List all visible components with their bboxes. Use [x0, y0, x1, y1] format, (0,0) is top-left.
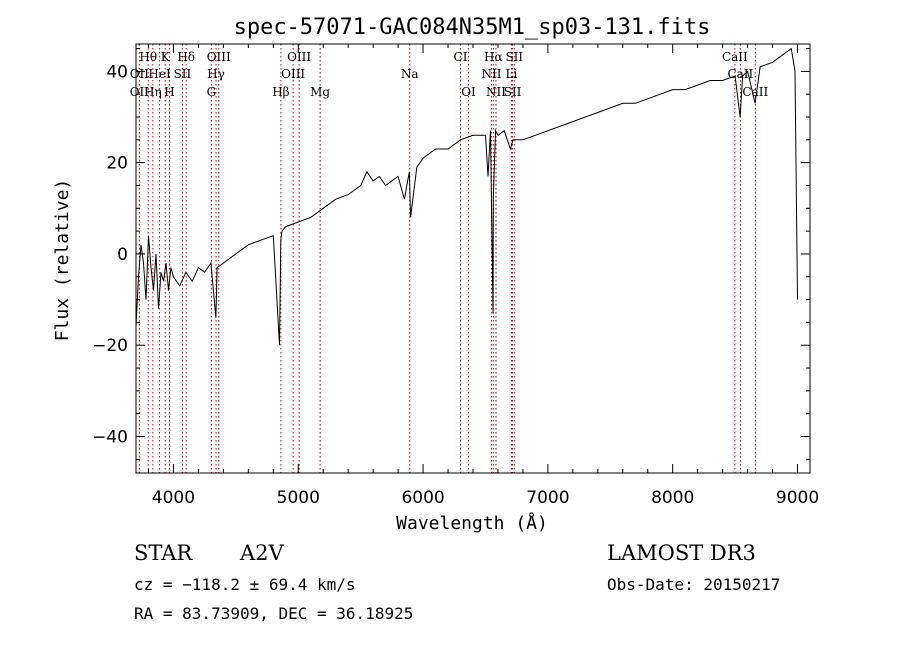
spectral-line-label: Mg: [310, 85, 330, 99]
x-tick-label: 5000: [277, 488, 320, 508]
y-tick-label: 40: [106, 62, 128, 82]
spectral-line-label: CaII: [742, 85, 768, 99]
redshift-text: cz = −118.2 ± 69.4 km/s: [134, 575, 356, 594]
spectral-line-label: OII: [130, 85, 150, 99]
spectral-line-label: HeI: [148, 67, 171, 81]
y-axis-label: Flux (relative): [52, 179, 73, 342]
coordinates-text: RA = 83.73909, DEC = 36.18925: [134, 604, 414, 623]
spectral-line-label: CaII: [727, 67, 753, 81]
spectral-line-label: Hα: [484, 50, 503, 64]
spectral-line-label: Hβ: [272, 85, 289, 99]
spectral-line-label: CI: [454, 50, 468, 64]
plot-frame: [135, 43, 811, 474]
spectral-line-label: CaII: [722, 50, 748, 64]
x-tick-label: 8000: [651, 488, 694, 508]
spectral-line-label: Hθ: [139, 50, 157, 64]
x-tick-label: 7000: [526, 488, 569, 508]
spectral-line-label: Hδ: [177, 50, 195, 64]
x-tick-label: 6000: [401, 488, 444, 508]
spectral-line-label: OI: [461, 85, 476, 99]
spectral-line-label: Hγ: [207, 67, 225, 81]
y-tick-label: −20: [92, 336, 128, 356]
spectral-line-label: Na: [401, 67, 419, 81]
spectral-line-label: SII: [504, 85, 522, 99]
x-tick-label: 9000: [776, 488, 819, 508]
chart-title: spec-57071-GAC084N35M1_sp03-131.fits: [234, 15, 711, 40]
survey-name: LAMOST DR3: [607, 541, 756, 565]
spectral-line-label: OIII: [281, 67, 305, 81]
x-axis-label: Wavelength (Å): [396, 512, 548, 534]
spectral-line-label: OII: [130, 67, 150, 81]
spectral-line-label: SII: [174, 67, 192, 81]
y-tick-label: 20: [106, 154, 128, 174]
spectral-line-label: NII: [486, 85, 506, 99]
spectral-line-label: SII: [505, 50, 523, 64]
y-tick-label: −40: [92, 427, 128, 447]
spectral-line-label: H: [164, 85, 174, 99]
spectral-line-label: OIII: [287, 50, 311, 64]
object-class: STAR: [134, 541, 193, 565]
object-subclass: A2V: [240, 541, 284, 565]
spectral-line-label: OIII: [207, 50, 231, 64]
spectral-line-label: G: [207, 85, 217, 99]
spectral-line-label: Hη: [144, 85, 162, 99]
spectral-line-label: K: [161, 50, 171, 64]
spectrum-series-line: [135, 47, 798, 346]
spectral-line-label: Li: [506, 67, 518, 81]
obs-date-text: Obs-Date: 20150217: [607, 575, 781, 594]
y-tick-label: 0: [117, 245, 128, 265]
x-tick-label: 4000: [152, 488, 195, 508]
spectral-line-label: NII: [481, 67, 501, 81]
